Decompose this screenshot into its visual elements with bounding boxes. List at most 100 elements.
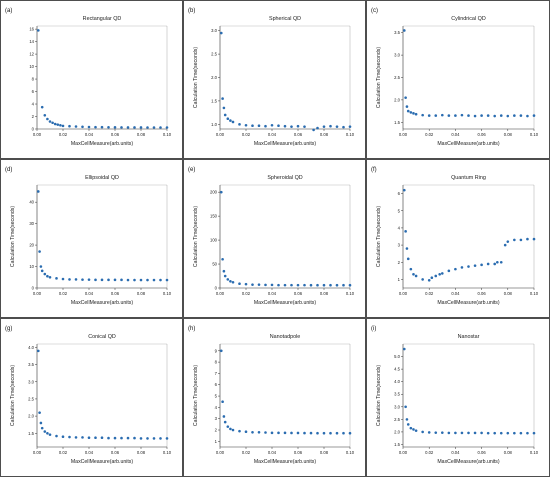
data-point: [222, 106, 226, 110]
x-tick-label: 0.00: [399, 132, 408, 137]
data-point: [226, 425, 230, 428]
data-point: [48, 433, 52, 436]
data-point: [238, 282, 241, 285]
data-point: [412, 112, 415, 115]
data-point: [404, 96, 407, 99]
data-point: [493, 114, 497, 118]
data-point: [81, 278, 84, 281]
data-point: [486, 262, 490, 266]
y-tick-label: 3.5: [394, 392, 400, 397]
y-tick-label: 3.5: [394, 30, 400, 35]
data-point: [55, 277, 58, 280]
x-axis-title: MaxCellMeasure(arb.units): [254, 459, 317, 465]
panel-2: (b) Spherical QD 0.00 0.02 0.04 0.06 0.08 0.10 1…: [183, 0, 366, 159]
y-tick-label: 2.5: [394, 75, 400, 80]
y-axis-title: Calculation Time(seconds): [376, 206, 382, 267]
x-tick-label: 0.00: [399, 291, 408, 296]
data-point: [454, 431, 457, 435]
data-point: [133, 278, 136, 282]
x-tick-label: 0.10: [163, 132, 172, 137]
data-point: [513, 238, 516, 242]
data-point: [229, 279, 232, 283]
x-tick-label: 0.10: [530, 450, 539, 455]
y-tick-label: 0: [215, 286, 218, 291]
data-point: [74, 278, 78, 281]
data-point: [55, 434, 58, 438]
x-tick-label: 0.06: [478, 450, 487, 455]
data-point: [100, 278, 104, 282]
x-tick-label: 0.06: [294, 291, 303, 296]
data-point: [427, 114, 431, 117]
x-tick-label: 0.10: [163, 450, 172, 455]
data-point: [406, 257, 410, 261]
data-point: [223, 420, 227, 424]
data-point: [264, 124, 267, 128]
y-tick-label: 9: [215, 348, 218, 353]
panel-letter: (b): [188, 8, 195, 14]
data-point: [447, 431, 451, 435]
data-point: [532, 114, 536, 117]
panel-letter: (c): [371, 8, 378, 14]
data-point: [434, 114, 438, 117]
data-point: [244, 282, 248, 286]
data-point: [74, 436, 78, 439]
data-point: [220, 349, 223, 353]
data-point: [221, 400, 224, 404]
y-tick-label: 1.5: [394, 442, 400, 447]
y-tick-label: 1.5: [394, 120, 400, 125]
data-point: [519, 114, 523, 117]
x-tick-label: 0.02: [59, 291, 68, 296]
data-point: [412, 428, 415, 431]
y-tick-label: 10: [29, 64, 34, 69]
x-tick-label: 0.00: [33, 291, 42, 296]
y-tick-label: 1.5: [28, 431, 34, 436]
data-point: [221, 257, 224, 261]
y-axis-title: Calculation Time(seconds): [193, 47, 199, 108]
data-point: [303, 125, 306, 128]
data-point: [107, 436, 110, 440]
y-tick-label: 6: [32, 89, 35, 94]
data-point: [264, 283, 267, 287]
panel-letter: (e): [188, 167, 195, 173]
data-point: [244, 123, 248, 127]
plot-title: Rectangular QD: [83, 16, 122, 22]
data-point: [251, 283, 254, 286]
x-axis-title: MaxCellMeasure(arb.units): [437, 300, 500, 306]
data-point: [43, 113, 47, 117]
x-tick-label: 0.02: [425, 132, 434, 137]
data-point: [139, 126, 143, 129]
panel-8: (h) Nanotadpole 0.00 0.02 0.04 0.06 0.08 0.10 1 2…: [183, 318, 366, 477]
data-point: [454, 267, 457, 271]
data-point: [139, 437, 143, 440]
y-axis-title: Calculation Time(seconds): [10, 365, 16, 426]
y-tick-label: 3.0: [211, 28, 217, 33]
data-point: [348, 125, 352, 128]
data-point: [493, 262, 497, 266]
y-tick-label: 3: [215, 416, 218, 421]
data-point: [348, 431, 352, 435]
data-point: [405, 418, 409, 421]
data-point: [441, 431, 444, 434]
data-point: [61, 124, 65, 128]
data-point: [513, 114, 516, 117]
data-point: [133, 436, 136, 440]
data-point: [56, 123, 60, 126]
panel-6: (f) Quantum Ring 0.00 0.02 0.04 0.06 0.08 0.10 1…: [366, 159, 550, 318]
data-point: [403, 188, 406, 192]
x-tick-label: 0.02: [425, 291, 434, 296]
data-point: [322, 431, 326, 435]
y-tick-label: 3.5: [28, 362, 34, 367]
data-point: [120, 436, 123, 440]
data-point: [159, 437, 162, 440]
data-point: [40, 426, 44, 430]
data-point: [309, 283, 313, 287]
data-point: [61, 435, 65, 439]
data-point: [231, 280, 235, 284]
data-point: [532, 431, 536, 435]
x-tick-label: 0.00: [33, 450, 42, 455]
data-point: [403, 29, 406, 32]
data-point: [120, 278, 123, 282]
data-point: [126, 278, 130, 282]
y-tick-label: 8: [32, 77, 35, 82]
data-point: [434, 274, 438, 278]
